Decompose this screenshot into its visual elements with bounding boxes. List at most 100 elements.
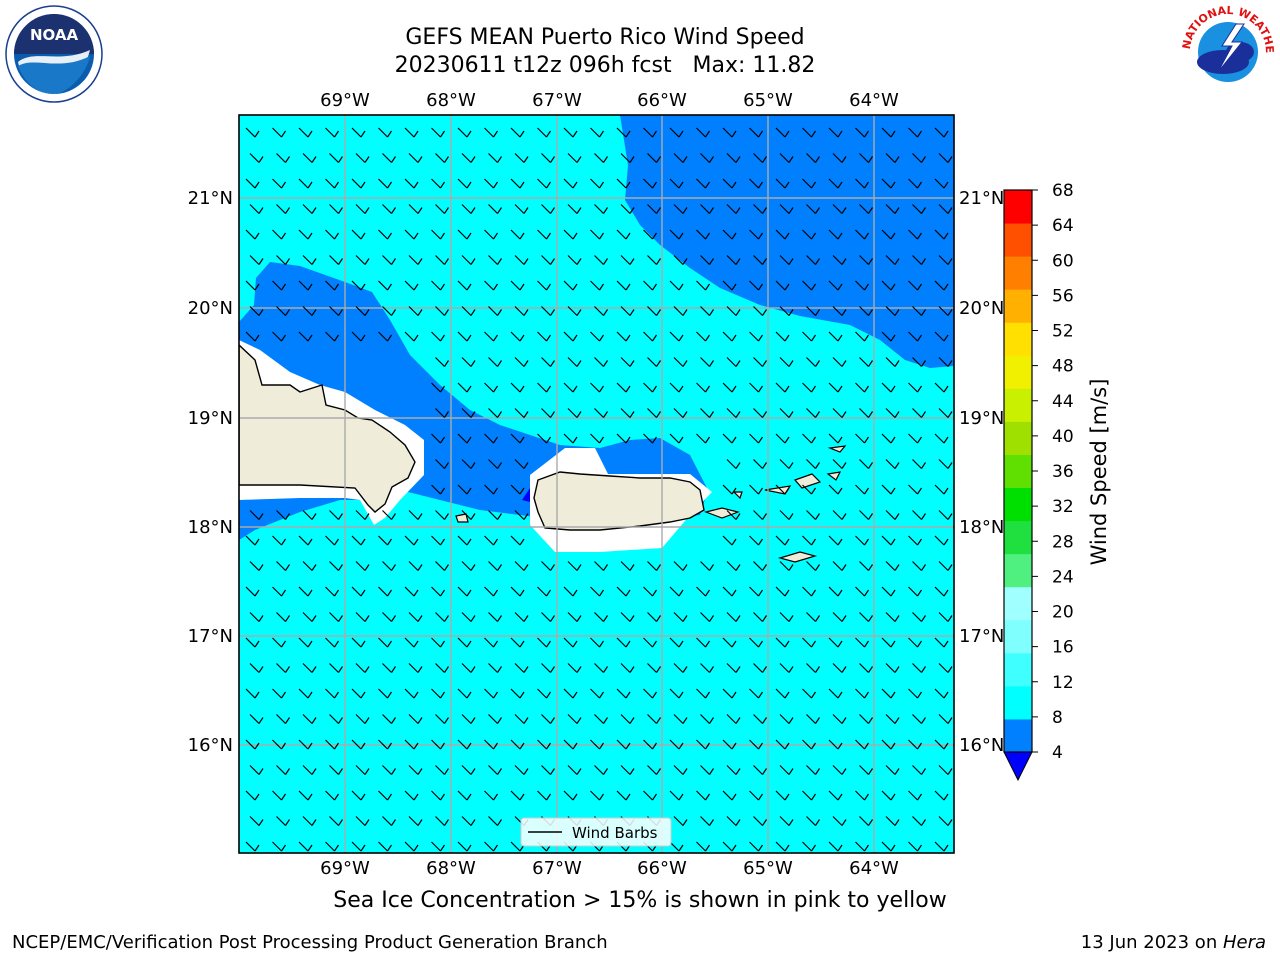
wind-barb — [563, 382, 578, 393]
wind-barb — [298, 637, 313, 648]
wind-barb — [249, 714, 264, 724]
wind-barb — [912, 357, 926, 367]
wind-barb — [382, 306, 396, 316]
wind-barb — [404, 841, 419, 852]
wind-barb — [908, 484, 922, 495]
wind-barb — [749, 382, 763, 393]
wind-barb — [616, 688, 631, 699]
wind-barb — [855, 739, 869, 750]
wind-barb — [934, 382, 949, 393]
wind-barb — [938, 153, 953, 163]
wind-barb — [726, 459, 741, 469]
wind-barb — [249, 153, 264, 163]
wind-barb — [696, 382, 710, 393]
wind-barb — [855, 382, 869, 393]
wind-barb — [779, 408, 794, 418]
wind-barb — [378, 331, 392, 342]
wind-barb — [775, 433, 790, 444]
wind-barb — [700, 612, 714, 622]
wind-barb — [272, 586, 286, 597]
wind-barb — [647, 663, 661, 673]
wind-barb — [934, 433, 949, 444]
wind-barb — [325, 586, 339, 597]
wind-barb — [272, 280, 286, 291]
wind-barb — [594, 765, 608, 775]
wind-barb — [461, 255, 476, 265]
wind-barb — [779, 204, 794, 214]
wind-barb — [514, 153, 529, 163]
wind-barb — [355, 255, 370, 265]
wind-barb — [912, 459, 926, 469]
wind-barb — [325, 280, 339, 291]
wind-barb — [753, 306, 767, 316]
wind-barb — [802, 229, 816, 240]
wind-barb — [249, 561, 264, 571]
wind-barb — [806, 204, 820, 214]
wind-barb — [245, 586, 260, 597]
wind-barb — [514, 765, 529, 775]
wind-barb — [620, 612, 635, 622]
host-name: Hera — [1222, 932, 1266, 953]
wind-barb — [431, 382, 445, 393]
wind-barb — [488, 765, 502, 775]
wind-barb — [537, 637, 551, 648]
wind-barb — [510, 688, 525, 699]
wind-barb — [355, 663, 370, 673]
wind-barb — [484, 841, 498, 852]
wind-barb — [775, 229, 790, 240]
lat-labels-left: 21°N 20°N 19°N 18°N 17°N 16°N — [188, 188, 233, 756]
colorbar-tick-label: 48 — [1052, 357, 1074, 377]
wind-barb — [828, 790, 843, 801]
wind-barb — [643, 331, 657, 342]
wind-barb — [616, 586, 631, 597]
wind-barb — [431, 535, 445, 546]
wind-barb — [673, 612, 688, 622]
wind-barb — [325, 127, 339, 138]
wind-barb — [537, 280, 551, 291]
wind-barb — [779, 561, 794, 571]
wind-barb — [590, 178, 604, 189]
wind-barb — [435, 255, 449, 265]
wind-barb — [753, 714, 767, 724]
wind-barb — [806, 765, 820, 775]
wind-barb — [700, 816, 714, 826]
wind-barb — [779, 153, 794, 163]
wind-barb — [488, 459, 502, 469]
wind-barb — [643, 382, 657, 393]
wind-barb — [435, 612, 449, 622]
lat-label: 16°N — [959, 735, 1004, 756]
wind-barb — [832, 459, 847, 469]
wind-barb — [457, 178, 472, 189]
wind-barb — [329, 765, 343, 775]
wind-barb — [779, 612, 794, 622]
wind-barb — [484, 790, 498, 801]
wind-barb — [620, 153, 635, 163]
wind-barb — [325, 178, 339, 189]
wind-barb — [669, 841, 684, 852]
nws-logo: NATIONAL WEATHER SERVICE — [1174, 0, 1278, 106]
wind-barb — [700, 357, 714, 367]
wind-barb — [722, 331, 737, 342]
wind-barb — [541, 561, 555, 571]
wind-barb — [302, 765, 317, 775]
wind-barb — [859, 306, 873, 316]
wind-barb — [537, 229, 551, 240]
wind-barb — [355, 816, 370, 826]
wind-barb — [431, 484, 445, 495]
wind-barb — [669, 127, 684, 138]
sea-ice-note: Sea Ice Concentration > 15% is shown in … — [333, 888, 947, 913]
wind-barb — [484, 484, 498, 495]
wind-barb — [298, 280, 313, 291]
wind-barb — [567, 357, 582, 367]
wind-barb — [408, 204, 423, 214]
wind-barb — [722, 739, 737, 750]
wind-barb — [457, 229, 472, 240]
wind-barb — [563, 229, 578, 240]
wind-barb — [775, 382, 790, 393]
wind-barb — [912, 612, 926, 622]
wind-barb — [673, 765, 688, 775]
wind-barb — [753, 204, 767, 214]
wind-barb — [885, 816, 900, 826]
wind-barb — [563, 331, 578, 342]
title-line-2: 20230611 t12z 096h fcst Max: 11.82 — [394, 53, 816, 78]
